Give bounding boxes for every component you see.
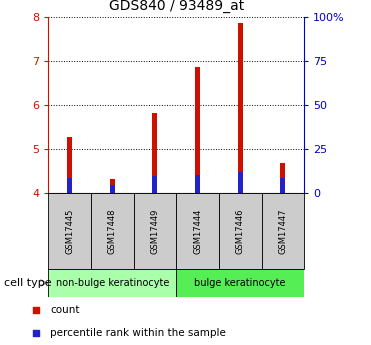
Bar — [195, 67, 200, 193]
Text: count: count — [50, 305, 80, 315]
Text: GSM17448: GSM17448 — [108, 208, 117, 254]
Bar — [280, 178, 285, 193]
Point — [33, 307, 39, 313]
Bar — [110, 185, 115, 193]
Bar — [195, 175, 200, 193]
Bar — [238, 22, 243, 193]
Bar — [219, 193, 262, 269]
Text: GSM17446: GSM17446 — [236, 208, 245, 254]
Point — [33, 330, 39, 336]
Bar — [280, 163, 285, 193]
Bar — [110, 179, 115, 193]
Bar — [152, 113, 157, 193]
Bar — [67, 137, 72, 193]
Bar — [67, 178, 72, 193]
Bar — [176, 269, 304, 297]
Bar — [91, 193, 134, 269]
Bar — [262, 193, 304, 269]
Text: percentile rank within the sample: percentile rank within the sample — [50, 328, 226, 338]
Text: GSM17449: GSM17449 — [150, 208, 160, 254]
Bar — [176, 193, 219, 269]
Text: GSM17444: GSM17444 — [193, 208, 202, 254]
Text: cell type: cell type — [4, 278, 51, 288]
Text: non-bulge keratinocyte: non-bulge keratinocyte — [56, 278, 169, 288]
Bar — [48, 193, 91, 269]
Bar — [48, 269, 176, 297]
Bar — [238, 172, 243, 193]
Text: GSM17447: GSM17447 — [278, 208, 288, 254]
Bar — [152, 177, 157, 193]
Text: bulge keratinocyte: bulge keratinocyte — [194, 278, 286, 288]
Title: GDS840 / 93489_at: GDS840 / 93489_at — [109, 0, 244, 13]
Bar — [134, 193, 176, 269]
Text: GSM17445: GSM17445 — [65, 208, 74, 254]
